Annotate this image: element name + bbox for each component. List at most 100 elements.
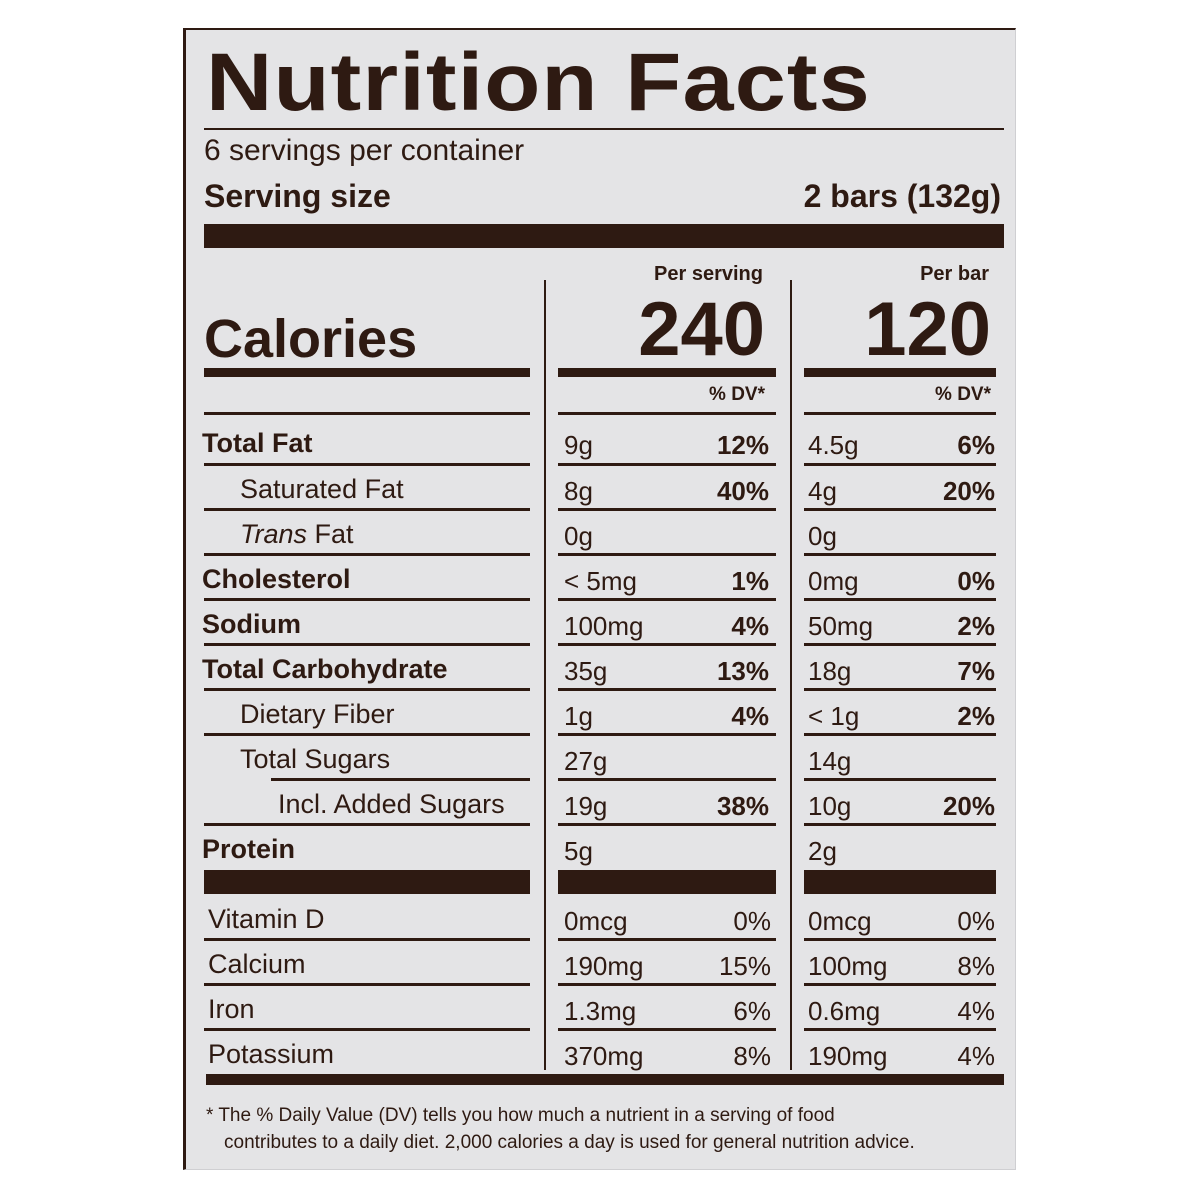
serving-dv: 1% — [731, 566, 769, 596]
rule — [204, 412, 530, 415]
rule — [558, 643, 776, 646]
rule — [204, 938, 530, 941]
bar-dv: 20% — [942, 791, 995, 821]
nutrient-row-total-fat: Total Fat 9g 12% 4.5g 6% — [186, 420, 1019, 465]
serving-dv: 8% — [733, 1041, 771, 1071]
rule — [558, 778, 776, 781]
rule — [804, 688, 996, 691]
footnote-line-2: contributes to a daily diet. 2,000 calor… — [224, 1132, 915, 1153]
servings-per-container: 6 servings per container — [204, 134, 525, 167]
thick-rule-vitamins-3 — [804, 870, 996, 894]
serving-amount: 0mcg — [564, 906, 628, 936]
rule — [204, 688, 530, 691]
rule — [558, 938, 776, 941]
column-divider-1 — [544, 280, 546, 1070]
serving-amount: < 5mg — [564, 566, 637, 596]
serving-amount: 0g — [564, 521, 593, 551]
bar-dv: 20% — [942, 476, 995, 506]
calories-rule-1 — [204, 368, 530, 377]
serving-amount: 1g — [564, 701, 593, 731]
bar-amount: 0.6mg — [808, 996, 881, 1026]
nutrient-name: Trans Fat — [240, 519, 354, 550]
rule — [558, 463, 776, 466]
rule — [804, 938, 996, 941]
rule — [204, 463, 530, 466]
nutrient-row-dietary-fiber: Dietary Fiber 1g 4% < 1g 2% — [186, 691, 1019, 736]
nutrient-row-trans-fat: Trans Fat 0g 0g — [186, 511, 1019, 556]
serving-amount: 8g — [564, 476, 593, 506]
serving-size-label: Serving size — [204, 178, 391, 214]
bar-amount: 0g — [808, 521, 837, 551]
dv-header-bar: % DV* — [935, 384, 991, 405]
rule — [558, 598, 776, 601]
calories-per-serving: 240 — [638, 287, 765, 372]
rule — [804, 823, 996, 826]
bar-amount: 100mg — [808, 951, 888, 981]
bar-amount: 14g — [808, 746, 852, 776]
bar-dv: 7% — [957, 656, 995, 686]
bar-dv: 0% — [957, 566, 995, 596]
dv-header-serving: % DV* — [709, 384, 765, 405]
serving-amount: 5g — [564, 836, 593, 866]
nutrient-name: Total Fat — [202, 428, 313, 458]
serving-amount: 19g — [564, 791, 608, 821]
calories-rule-3 — [804, 368, 996, 377]
serving-amount: 27g — [564, 746, 608, 776]
column-divider-2 — [790, 280, 792, 1070]
vitamin-name: Vitamin D — [208, 904, 325, 934]
rule — [204, 1028, 530, 1031]
rule — [804, 778, 996, 781]
vitamin-row-iron: Iron 1.3mg 6% 0.6mg 4% — [186, 986, 1019, 1031]
bar-amount: 0mcg — [808, 906, 872, 936]
bar-amount: 18g — [808, 656, 852, 686]
nutrient-row-cholesterol: Cholesterol < 5mg 1% 0mg 0% — [186, 556, 1019, 601]
rule — [804, 1028, 996, 1031]
serving-dv: 4% — [731, 701, 769, 731]
vitamin-row-vitamin-d: Vitamin D 0mcg 0% 0mcg 0% — [186, 896, 1019, 941]
nutrient-name: Sodium — [202, 609, 301, 639]
serving-dv: 13% — [716, 656, 769, 686]
rule — [558, 733, 776, 736]
bar-amount: 190mg — [808, 1041, 888, 1071]
serving-dv: 38% — [716, 791, 769, 821]
nutrient-name: Saturated Fat — [240, 474, 404, 504]
rule — [558, 1028, 776, 1031]
nutrient-row-added-sugars: Incl. Added Sugars 19g 38% 10g 20% — [186, 781, 1019, 826]
serving-dv: 6% — [733, 996, 771, 1026]
rule — [271, 778, 530, 781]
rule — [804, 733, 996, 736]
rule — [804, 983, 996, 986]
serving-amount: 1.3mg — [564, 996, 637, 1026]
nutrient-name: Cholesterol — [202, 564, 351, 594]
per-serving-header: Per serving — [654, 263, 763, 285]
rule — [204, 733, 530, 736]
rule — [204, 643, 530, 646]
serving-amount: 190mg — [564, 951, 644, 981]
bar-amount: 10g — [808, 791, 852, 821]
rule — [804, 463, 996, 466]
calories-per-bar: 120 — [864, 287, 991, 372]
bar-dv: 4% — [957, 996, 995, 1026]
serving-amount: 370mg — [564, 1041, 644, 1071]
title-rule — [204, 128, 1004, 130]
nutrient-row-sodium: Sodium 100mg 4% 50mg 2% — [186, 601, 1019, 646]
footnote-line-1: * The % Daily Value (DV) tells you how m… — [206, 1105, 835, 1126]
trans-italic: Trans — [240, 519, 308, 549]
bar-dv: 4% — [957, 1041, 995, 1071]
rule — [804, 412, 996, 415]
nutrient-row-saturated-fat: Saturated Fat 8g 40% 4g 20% — [186, 466, 1019, 511]
rule — [804, 553, 996, 556]
rule — [558, 508, 776, 511]
thick-rule-vitamins-1 — [204, 870, 530, 894]
rule — [804, 643, 996, 646]
rule — [204, 598, 530, 601]
rule — [204, 553, 530, 556]
serving-dv: 4% — [731, 611, 769, 641]
label-title: Nutrition Facts — [206, 37, 871, 128]
thick-rule-bottom — [206, 1074, 1004, 1085]
bar-amount: 4.5g — [808, 430, 859, 460]
bar-amount: < 1g — [808, 701, 860, 731]
rule — [204, 508, 530, 511]
calories-label: Calories — [204, 309, 418, 369]
bar-amount: 4g — [808, 476, 837, 506]
